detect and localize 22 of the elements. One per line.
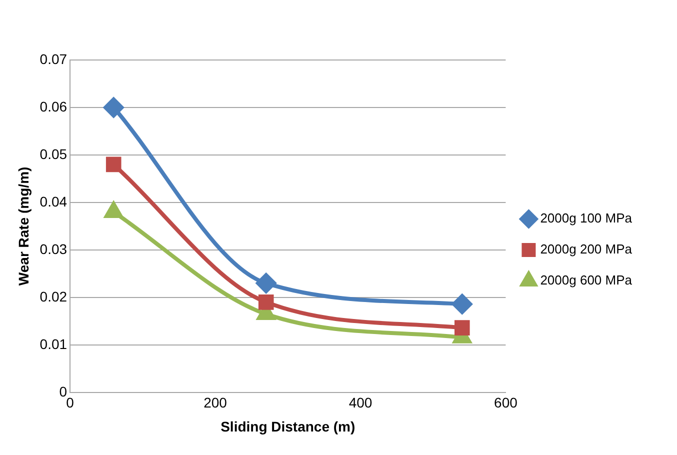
y-tick-label: 0.04 bbox=[40, 193, 68, 210]
x-tick-label: 400 bbox=[348, 394, 372, 411]
legend-label: 2000g 100 MPa bbox=[540, 210, 633, 226]
point bbox=[104, 97, 124, 118]
point bbox=[256, 273, 276, 294]
y-tick-label: 0.07 bbox=[40, 50, 68, 67]
y-tick-label: 0.06 bbox=[40, 98, 68, 114]
y-axis-title: Wear Rate (mg/m) bbox=[15, 166, 32, 286]
x-axis-title: Sliding Distance (m) bbox=[220, 418, 356, 434]
y-tick-label: 0.02 bbox=[40, 288, 68, 304]
point bbox=[258, 294, 274, 310]
legend-label: 2000g 600 MPa bbox=[540, 272, 633, 288]
point bbox=[106, 156, 122, 172]
x-tick-label: 600 bbox=[494, 394, 518, 411]
point bbox=[454, 320, 470, 336]
y-tick-label: 0.05 bbox=[40, 146, 68, 162]
y-tick-label: 0.03 bbox=[40, 240, 68, 257]
y-tick-label: 0 bbox=[59, 383, 68, 400]
y-tick-label: 0.01 bbox=[40, 336, 68, 352]
point bbox=[452, 294, 472, 314]
x-tick-label: 200 bbox=[204, 394, 228, 411]
legend-label: 2000g 200 MPa bbox=[540, 242, 633, 257]
